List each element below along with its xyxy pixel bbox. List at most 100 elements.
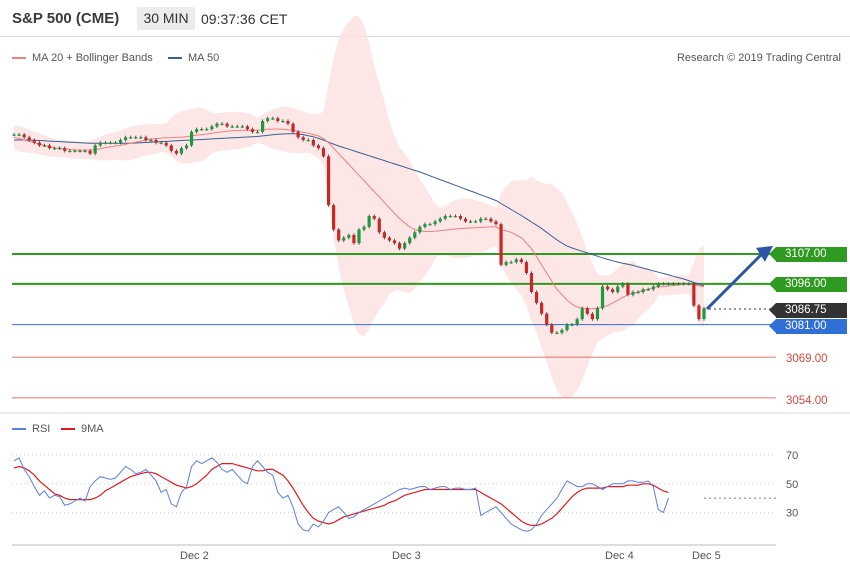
candle-body — [12, 134, 16, 136]
candle-body — [52, 148, 57, 150]
candle-body — [255, 131, 260, 134]
candle-body — [134, 137, 138, 139]
legend-ma50-label: MA 50 — [188, 52, 220, 64]
candle — [88, 149, 92, 156]
candle — [494, 219, 498, 226]
candle — [504, 260, 508, 267]
candle-body — [474, 221, 478, 223]
candle-body — [240, 126, 244, 128]
candle-body — [397, 243, 402, 249]
bollinger-band-area — [14, 16, 704, 398]
candle — [149, 138, 153, 142]
candle-body — [271, 118, 275, 120]
candle — [184, 143, 189, 150]
candle — [697, 303, 701, 321]
rsi-swatch — [12, 428, 26, 431]
candle-body — [372, 215, 376, 219]
candle-body — [580, 308, 584, 320]
candle — [63, 146, 67, 153]
candle-body — [408, 237, 412, 244]
candle-body — [509, 262, 513, 264]
candle-body — [316, 145, 321, 149]
candle — [42, 143, 47, 148]
candle-body — [63, 148, 67, 151]
candle — [397, 241, 402, 251]
candle — [626, 282, 630, 297]
timeframe-badge[interactable]: 30 MIN — [137, 7, 195, 30]
candle-body — [687, 283, 691, 286]
candle-body — [357, 229, 361, 244]
candle — [316, 143, 321, 150]
candle — [529, 271, 534, 294]
candle — [311, 138, 315, 148]
candle — [271, 116, 275, 120]
candle — [367, 214, 371, 229]
candle — [499, 222, 503, 267]
rsi-tick-50: 50 — [786, 479, 798, 491]
candle — [550, 322, 554, 335]
candle-body — [179, 148, 184, 154]
candle — [32, 138, 36, 145]
candle-body — [656, 283, 660, 287]
candle-body — [296, 131, 300, 138]
candle — [606, 284, 610, 291]
candle-body — [433, 221, 437, 225]
candle-body — [641, 289, 645, 293]
candle — [555, 331, 559, 335]
candle-body — [484, 218, 488, 220]
candle-body — [174, 150, 178, 154]
candle — [418, 225, 422, 234]
candle — [113, 141, 118, 145]
x-label-dec3: Dec 3 — [392, 550, 421, 562]
candle — [326, 154, 331, 207]
candle-body — [103, 142, 107, 144]
candle — [641, 287, 645, 294]
candle-body — [666, 283, 671, 286]
candle-body — [555, 332, 559, 334]
candle — [78, 149, 82, 153]
candle — [159, 141, 163, 145]
candle-body — [585, 308, 589, 314]
candle — [129, 135, 133, 139]
target-3069-label: 3069.00 — [786, 353, 828, 365]
candle — [189, 130, 194, 148]
candle — [261, 119, 265, 134]
candle-body — [403, 243, 407, 249]
candle — [139, 135, 143, 139]
header-divider — [0, 36, 850, 37]
level-tag-3081: 3081.00 — [769, 319, 847, 334]
candle — [636, 290, 640, 294]
candle — [428, 222, 432, 226]
candle — [230, 124, 234, 129]
candle — [286, 119, 290, 126]
candle — [377, 217, 381, 234]
candle-body — [514, 259, 518, 263]
candle — [540, 301, 544, 316]
ma20-swatch — [12, 57, 26, 60]
candle — [651, 284, 655, 291]
candle — [58, 146, 62, 150]
candle — [98, 141, 102, 148]
candle — [621, 282, 625, 289]
candle-body — [42, 145, 47, 147]
candle-body — [210, 126, 214, 130]
candle-body — [189, 131, 194, 146]
x-label-dec5: Dec 5 — [692, 550, 721, 562]
candle-body — [159, 142, 163, 144]
candle-body — [321, 148, 326, 157]
rsi-9ma-line — [13, 463, 669, 527]
candle — [200, 127, 204, 131]
candle-body — [367, 215, 371, 227]
candle-body — [550, 324, 554, 333]
candle — [611, 287, 615, 294]
candle-body — [261, 120, 265, 132]
candle-body — [124, 137, 128, 140]
legend-ma50: MA 50 — [168, 52, 219, 64]
candle-body — [113, 142, 118, 144]
candle — [580, 306, 584, 321]
candle — [235, 124, 239, 129]
candle — [595, 306, 600, 321]
candle-body — [83, 150, 87, 153]
candle-body — [195, 129, 199, 132]
